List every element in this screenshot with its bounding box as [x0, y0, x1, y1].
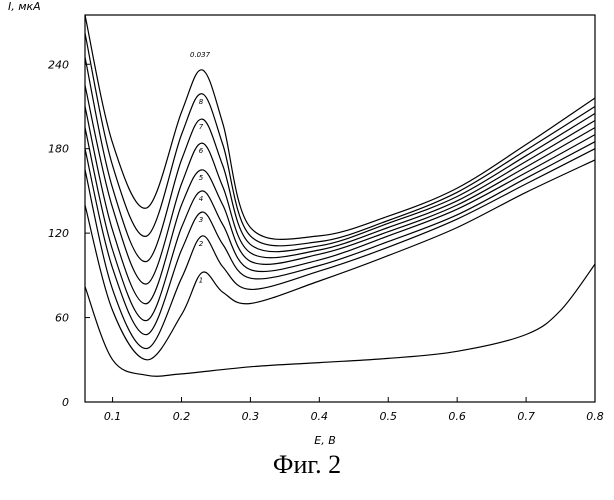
- series-line-1: [85, 160, 595, 360]
- curve-label: 1: [199, 277, 203, 285]
- curve-label: 3: [199, 216, 203, 224]
- x-tick-label: 0.6: [448, 410, 466, 423]
- y-tick-label: 180: [48, 143, 69, 156]
- curve-label: 2: [199, 240, 204, 248]
- figure-caption: Фиг. 2: [0, 450, 614, 480]
- chart: 0.1 0.2 0.3 0.4 0.5 0.6 0.7 0.8 0 60 120 180 240 1 2 3…: [0, 0, 614, 450]
- series-line-0: [85, 264, 595, 376]
- x-tick-label: 0.1: [104, 410, 122, 423]
- x-tick-label: 0.3: [242, 410, 260, 423]
- y-tick-label: 60: [55, 312, 69, 325]
- x-tick-label: 0.4: [311, 410, 329, 423]
- y-axis-title: I, мкА: [8, 0, 41, 13]
- curve-label: 4: [199, 195, 203, 203]
- series-line-4: [85, 128, 595, 321]
- x-tick-label: 0.7: [517, 410, 535, 423]
- x-axis-title: E, В: [314, 434, 336, 447]
- curve-label: 8: [199, 98, 204, 106]
- curve-label: 5: [199, 174, 204, 182]
- top-annotation: 0.037: [190, 51, 211, 59]
- curve-label: 6: [199, 147, 204, 155]
- x-tick-label: 0.2: [173, 410, 191, 423]
- plot-frame: [85, 15, 595, 402]
- curves-layer: [85, 15, 595, 376]
- y-tick-label: 240: [48, 58, 69, 71]
- curve-label: 7: [199, 123, 204, 131]
- y-tick-label: 120: [48, 227, 69, 240]
- x-tick-label: 0.5: [379, 410, 397, 423]
- series-line-8: [85, 33, 595, 246]
- series-line-7: [85, 57, 595, 261]
- x-tick-label: 0.8: [586, 410, 604, 423]
- y-tick-label: 0: [62, 396, 69, 409]
